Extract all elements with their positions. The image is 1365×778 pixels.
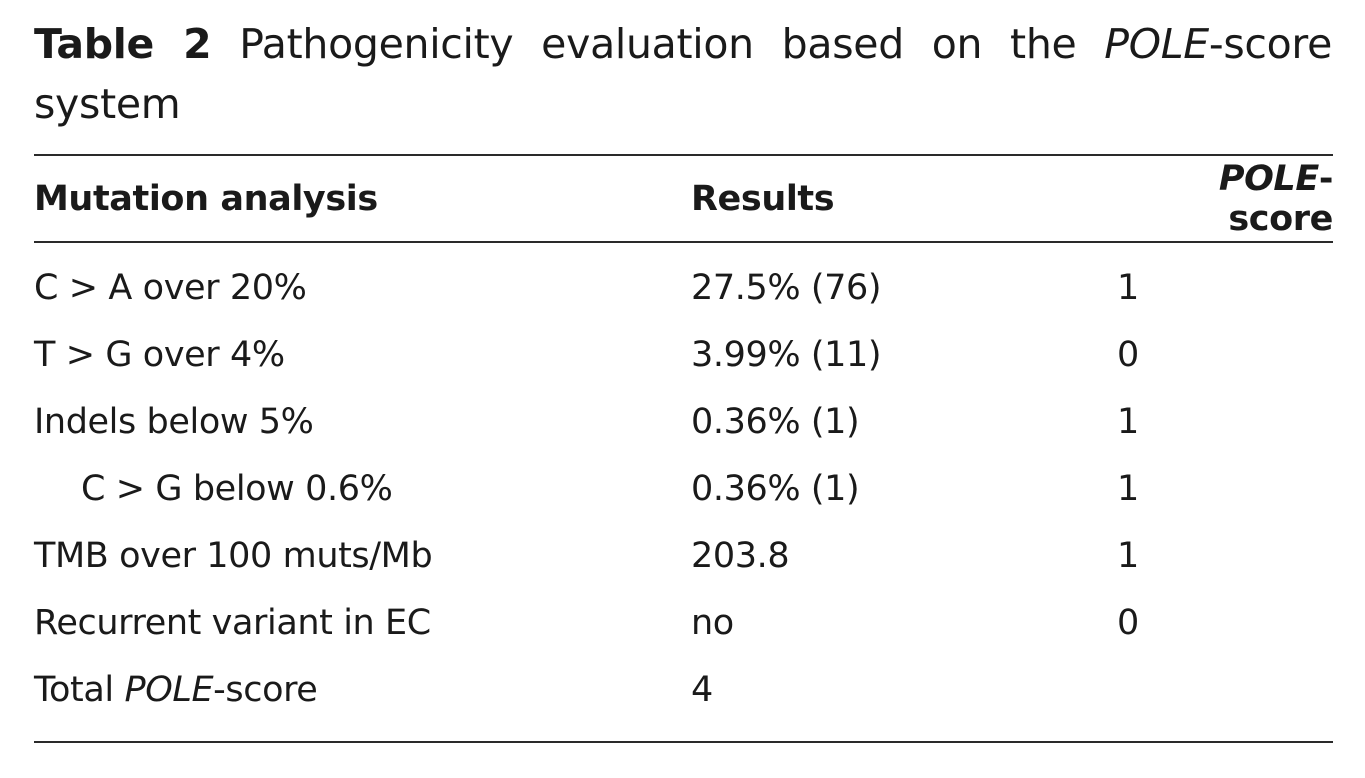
total-label-after: -score xyxy=(213,669,318,710)
row-score: 1 xyxy=(1117,401,1139,442)
total-label: Total POLE-score xyxy=(34,656,691,723)
caption-text-end: -score system xyxy=(34,20,1333,128)
row-result: 203.8 xyxy=(691,535,790,576)
caption-gene-name: POLE xyxy=(1104,20,1209,68)
caption-text: Pathogenicity evaluation based on the xyxy=(239,20,1077,68)
row-result: 0.36% (1) xyxy=(691,468,860,509)
row-analysis: T > G over 4% xyxy=(34,334,285,375)
total-result: 4 xyxy=(691,669,713,710)
pole-score-table: Mutation analysis Results POLE-score C >… xyxy=(34,157,1333,723)
table-label: Table 2 xyxy=(34,20,212,68)
row-score: 1 xyxy=(1117,267,1139,308)
header-mutation-analysis: Mutation analysis xyxy=(34,179,378,219)
header-results: Results xyxy=(691,179,835,219)
row-result: 27.5% (76) xyxy=(691,267,882,308)
total-label-before: Total xyxy=(34,669,114,710)
bottom-rule xyxy=(34,741,1333,743)
row-analysis: Indels below 5% xyxy=(34,401,314,442)
row-analysis: Recurrent variant in EC xyxy=(34,602,431,643)
header-pole-score-rest: -score xyxy=(1228,159,1333,239)
header-pole-score-gene: POLE xyxy=(1218,159,1319,199)
total-score xyxy=(1117,656,1333,723)
table-row: Indels below 5% 0.36% (1) 1 xyxy=(34,388,1333,455)
row-score: 1 xyxy=(1117,468,1139,509)
header-row: Mutation analysis Results POLE-score xyxy=(34,157,1333,241)
row-analysis: C > G below 0.6% xyxy=(81,468,393,509)
row-score: 1 xyxy=(1117,535,1139,576)
table-row: C > A over 20% 27.5% (76) 1 xyxy=(34,254,1333,321)
row-score: 0 xyxy=(1117,334,1139,375)
row-result: no xyxy=(691,602,734,643)
table-caption: Table 2 Pathogenicity evaluation based o… xyxy=(34,14,1332,134)
table-row: TMB over 100 muts/Mb 203.8 1 xyxy=(34,522,1333,589)
row-result: 0.36% (1) xyxy=(691,401,860,442)
table-row: Recurrent variant in EC no 0 xyxy=(34,589,1333,656)
header-pole-score: POLE-score xyxy=(1117,157,1334,241)
total-row: Total POLE-score 4 xyxy=(34,656,1333,723)
table-row: C > G below 0.6% 0.36% (1) 1 xyxy=(34,455,1333,522)
row-result: 3.99% (11) xyxy=(691,334,882,375)
row-analysis: C > A over 20% xyxy=(34,267,307,308)
header-rule xyxy=(34,241,1333,243)
row-analysis: TMB over 100 muts/Mb xyxy=(34,535,433,576)
row-score: 0 xyxy=(1117,602,1139,643)
total-label-gene: POLE xyxy=(124,669,214,710)
table-row: T > G over 4% 3.99% (11) 0 xyxy=(34,321,1333,388)
top-rule xyxy=(34,154,1333,156)
